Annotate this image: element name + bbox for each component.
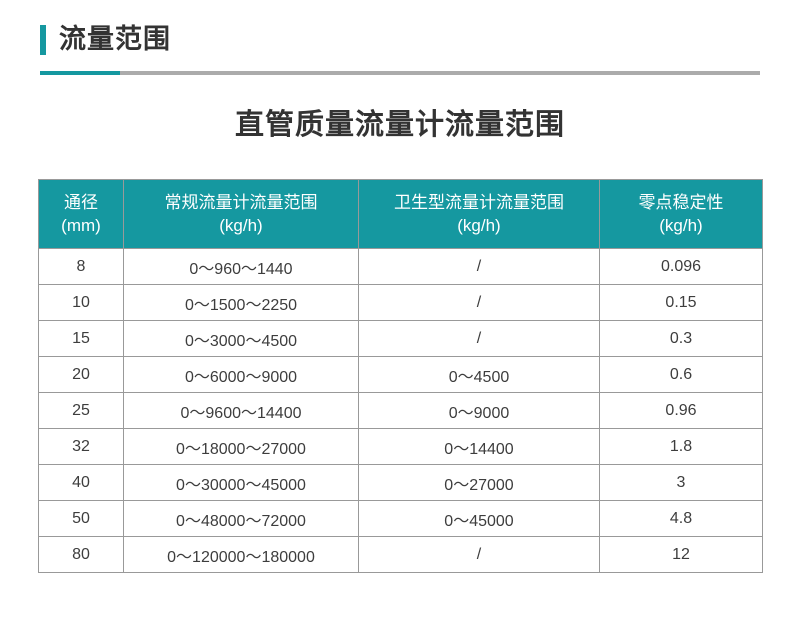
column-header: 常规流量计流量范围 (kg/h) bbox=[123, 179, 359, 249]
table-row: 20 0～6000～9000 0～4500 0.6 bbox=[38, 356, 763, 393]
section-accent-bar bbox=[40, 24, 46, 55]
section-title: 流量范围 bbox=[59, 24, 171, 54]
column-header: 零点稳定性 (kg/h) bbox=[599, 179, 763, 249]
table-cell: 0～27000 bbox=[358, 464, 600, 501]
table-cell: / bbox=[358, 248, 600, 285]
table-cell: 20 bbox=[38, 356, 124, 393]
table-cell: 0～4500 bbox=[358, 356, 600, 393]
divider-accent-segment bbox=[40, 71, 120, 75]
column-header-label: 常规流量计流量范围 bbox=[164, 193, 318, 212]
page: 流量范围 直管质量流量计流量范围 通径 (mm) 常规流量计流量范围 (kg/h) 卫生… bbox=[0, 24, 800, 630]
table-cell: 0～1500～2250 bbox=[123, 284, 359, 321]
column-header-label: 通径 bbox=[64, 193, 98, 212]
table-cell: 0～14400 bbox=[358, 428, 600, 465]
column-header: 通径 (mm) bbox=[38, 179, 124, 249]
section-header: 流量范围 bbox=[40, 24, 760, 55]
table-cell: / bbox=[358, 536, 600, 573]
table-row: 25 0～9600～14400 0～9000 0.96 bbox=[38, 392, 763, 429]
table-cell: 0～960～1440 bbox=[123, 248, 359, 285]
table-title: 直管质量流量计流量范围 bbox=[234, 109, 565, 141]
table-cell: 0～9000 bbox=[358, 392, 600, 429]
table-cell: / bbox=[358, 284, 600, 321]
table-row: 15 0～3000～4500/0.3 bbox=[38, 320, 763, 357]
column-header-label: 零点稳定性 bbox=[638, 193, 724, 212]
table-header-row: 通径 (mm) 常规流量计流量范围 (kg/h) 卫生型流量计流量范围 (kg/h) 零点稳… bbox=[38, 179, 763, 249]
table-cell: 4.8 bbox=[599, 500, 763, 537]
table-cell: 3 bbox=[599, 464, 763, 501]
column-header-unit: (kg/h) bbox=[659, 216, 703, 235]
table-cell: 25 bbox=[38, 392, 124, 429]
table-cell: 0～120000～180000 bbox=[123, 536, 359, 573]
table-row: 40 0～30000～45000 0～27000 3 bbox=[38, 464, 763, 501]
table-cell: 0～30000～45000 bbox=[123, 464, 359, 501]
table-cell: 0.15 bbox=[599, 284, 763, 321]
column-header: 卫生型流量计流量范围 (kg/h) bbox=[358, 179, 600, 249]
table-row: 80 0～120000～180000/12 bbox=[38, 536, 763, 573]
table-cell: 0～45000 bbox=[358, 500, 600, 537]
table-cell: 0～3000～4500 bbox=[123, 320, 359, 357]
table-cell: 0.96 bbox=[599, 392, 763, 429]
table-cell: 32 bbox=[38, 428, 124, 465]
table-cell: 0.096 bbox=[599, 248, 763, 285]
table-cell: 15 bbox=[38, 320, 124, 357]
table-cell: 0～6000～9000 bbox=[123, 356, 359, 393]
column-header-label: 卫生型流量计流量范围 bbox=[394, 193, 564, 212]
table-cell: 12 bbox=[599, 536, 763, 573]
column-header-unit: (mm) bbox=[61, 216, 101, 235]
table-cell: 0～9600～14400 bbox=[123, 392, 359, 429]
table-cell: 0.3 bbox=[599, 320, 763, 357]
table-cell: 50 bbox=[38, 500, 124, 537]
table-cell: / bbox=[358, 320, 600, 357]
table-row: 32 0～18000～27000 0～14400 1.8 bbox=[38, 428, 763, 465]
table-cell: 10 bbox=[38, 284, 124, 321]
table-cell: 0～48000～72000 bbox=[123, 500, 359, 537]
table-cell: 1.8 bbox=[599, 428, 763, 465]
table-cell: 8 bbox=[38, 248, 124, 285]
column-header-unit: (kg/h) bbox=[457, 216, 501, 235]
flow-range-table: 通径 (mm) 常规流量计流量范围 (kg/h) 卫生型流量计流量范围 (kg/h) 零点稳… bbox=[38, 179, 763, 573]
table-row: 50 0～48000～72000 0～45000 4.8 bbox=[38, 500, 763, 537]
table-row: 8 0～960～1440/0.096 bbox=[38, 248, 763, 285]
table-cell: 0.6 bbox=[599, 356, 763, 393]
table-row: 10 0～1500～2250/0.15 bbox=[38, 284, 763, 321]
table-cell: 40 bbox=[38, 464, 124, 501]
table-cell: 0～18000～27000 bbox=[123, 428, 359, 465]
column-header-unit: (kg/h) bbox=[219, 216, 263, 235]
table-cell: 80 bbox=[38, 536, 124, 573]
section-divider bbox=[40, 71, 760, 75]
